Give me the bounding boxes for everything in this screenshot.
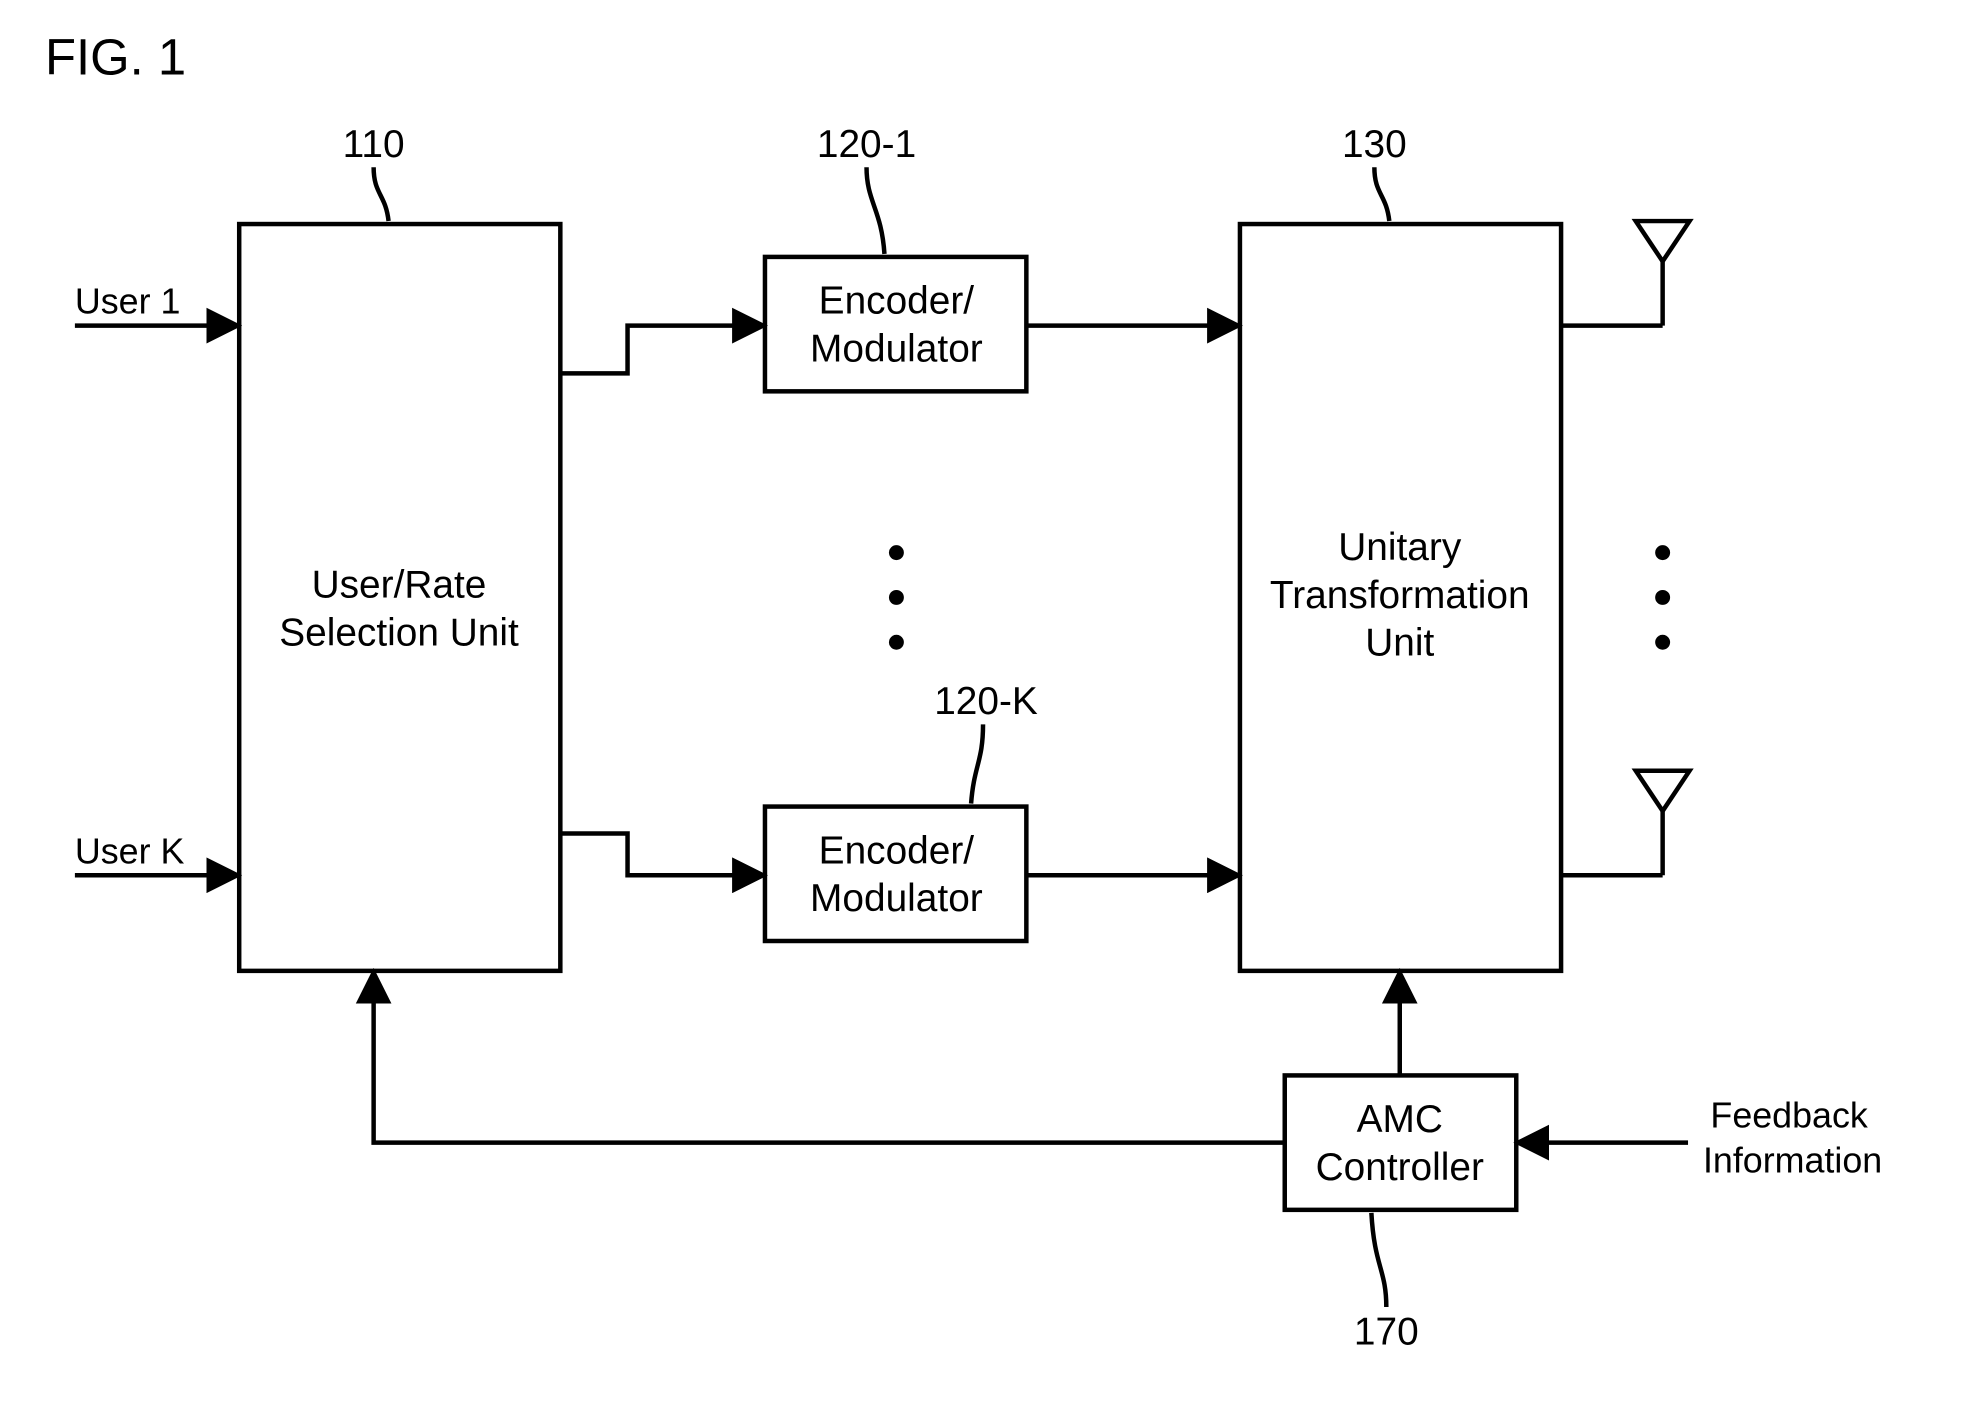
ref-leader-110 xyxy=(374,167,389,221)
arrow-sel-enc-top xyxy=(560,326,765,374)
arrow-amc-selector xyxy=(374,971,1285,1143)
feedback-label-1: Feedback xyxy=(1710,1096,1867,1136)
block-transform-label-1: Unitary xyxy=(1338,526,1462,569)
block-encoder-top-label-1: Encoder/ xyxy=(819,280,975,323)
refnum-110: 110 xyxy=(343,123,405,166)
antenna-top-icon xyxy=(1636,221,1690,261)
refnum-130: 130 xyxy=(1342,123,1407,166)
ref-leader-120-1 xyxy=(867,167,885,254)
block-selector-label-1: User/Rate xyxy=(312,563,487,606)
ref-leader-120-k xyxy=(971,724,983,803)
figure-title: FIG. 1 xyxy=(45,29,186,86)
block-amc: AMC Controller xyxy=(1285,1075,1517,1209)
block-amc-label-2: Controller xyxy=(1316,1146,1484,1189)
input-user1-label: User 1 xyxy=(75,282,181,322)
refnum-170: 170 xyxy=(1354,1310,1419,1353)
block-encoder-bottom: Encoder/ Modulator xyxy=(765,807,1026,941)
block-transform-label-2: Transformation xyxy=(1270,574,1530,617)
block-transform: Unitary Transformation Unit xyxy=(1240,224,1561,971)
refnum-120-1: 120-1 xyxy=(817,123,916,166)
block-amc-label-1: AMC xyxy=(1357,1098,1443,1141)
input-userk-label: User K xyxy=(75,831,185,871)
block-encoder-top: Encoder/ Modulator xyxy=(765,257,1026,391)
block-selector: User/Rate Selection Unit xyxy=(239,224,560,971)
block-encoder-bot-label-2: Modulator xyxy=(810,877,983,920)
ellipsis-antennas xyxy=(1655,545,1670,650)
arrow-sel-enc-bot xyxy=(560,833,765,875)
block-encoder-bot-label-1: Encoder/ xyxy=(819,829,975,872)
feedback-label-2: Information xyxy=(1703,1141,1882,1181)
ellipsis-center xyxy=(889,545,904,650)
block-transform-label-3: Unit xyxy=(1365,622,1434,665)
block-diagram: FIG. 1 User/Rate Selection Unit 110 Enco… xyxy=(0,0,1981,1410)
antenna-bottom-icon xyxy=(1636,771,1690,811)
ref-leader-130 xyxy=(1374,167,1389,221)
block-selector-label-2: Selection Unit xyxy=(279,611,519,654)
refnum-120-k: 120-K xyxy=(934,680,1038,723)
ref-leader-170 xyxy=(1371,1213,1386,1307)
block-encoder-top-label-2: Modulator xyxy=(810,327,983,370)
